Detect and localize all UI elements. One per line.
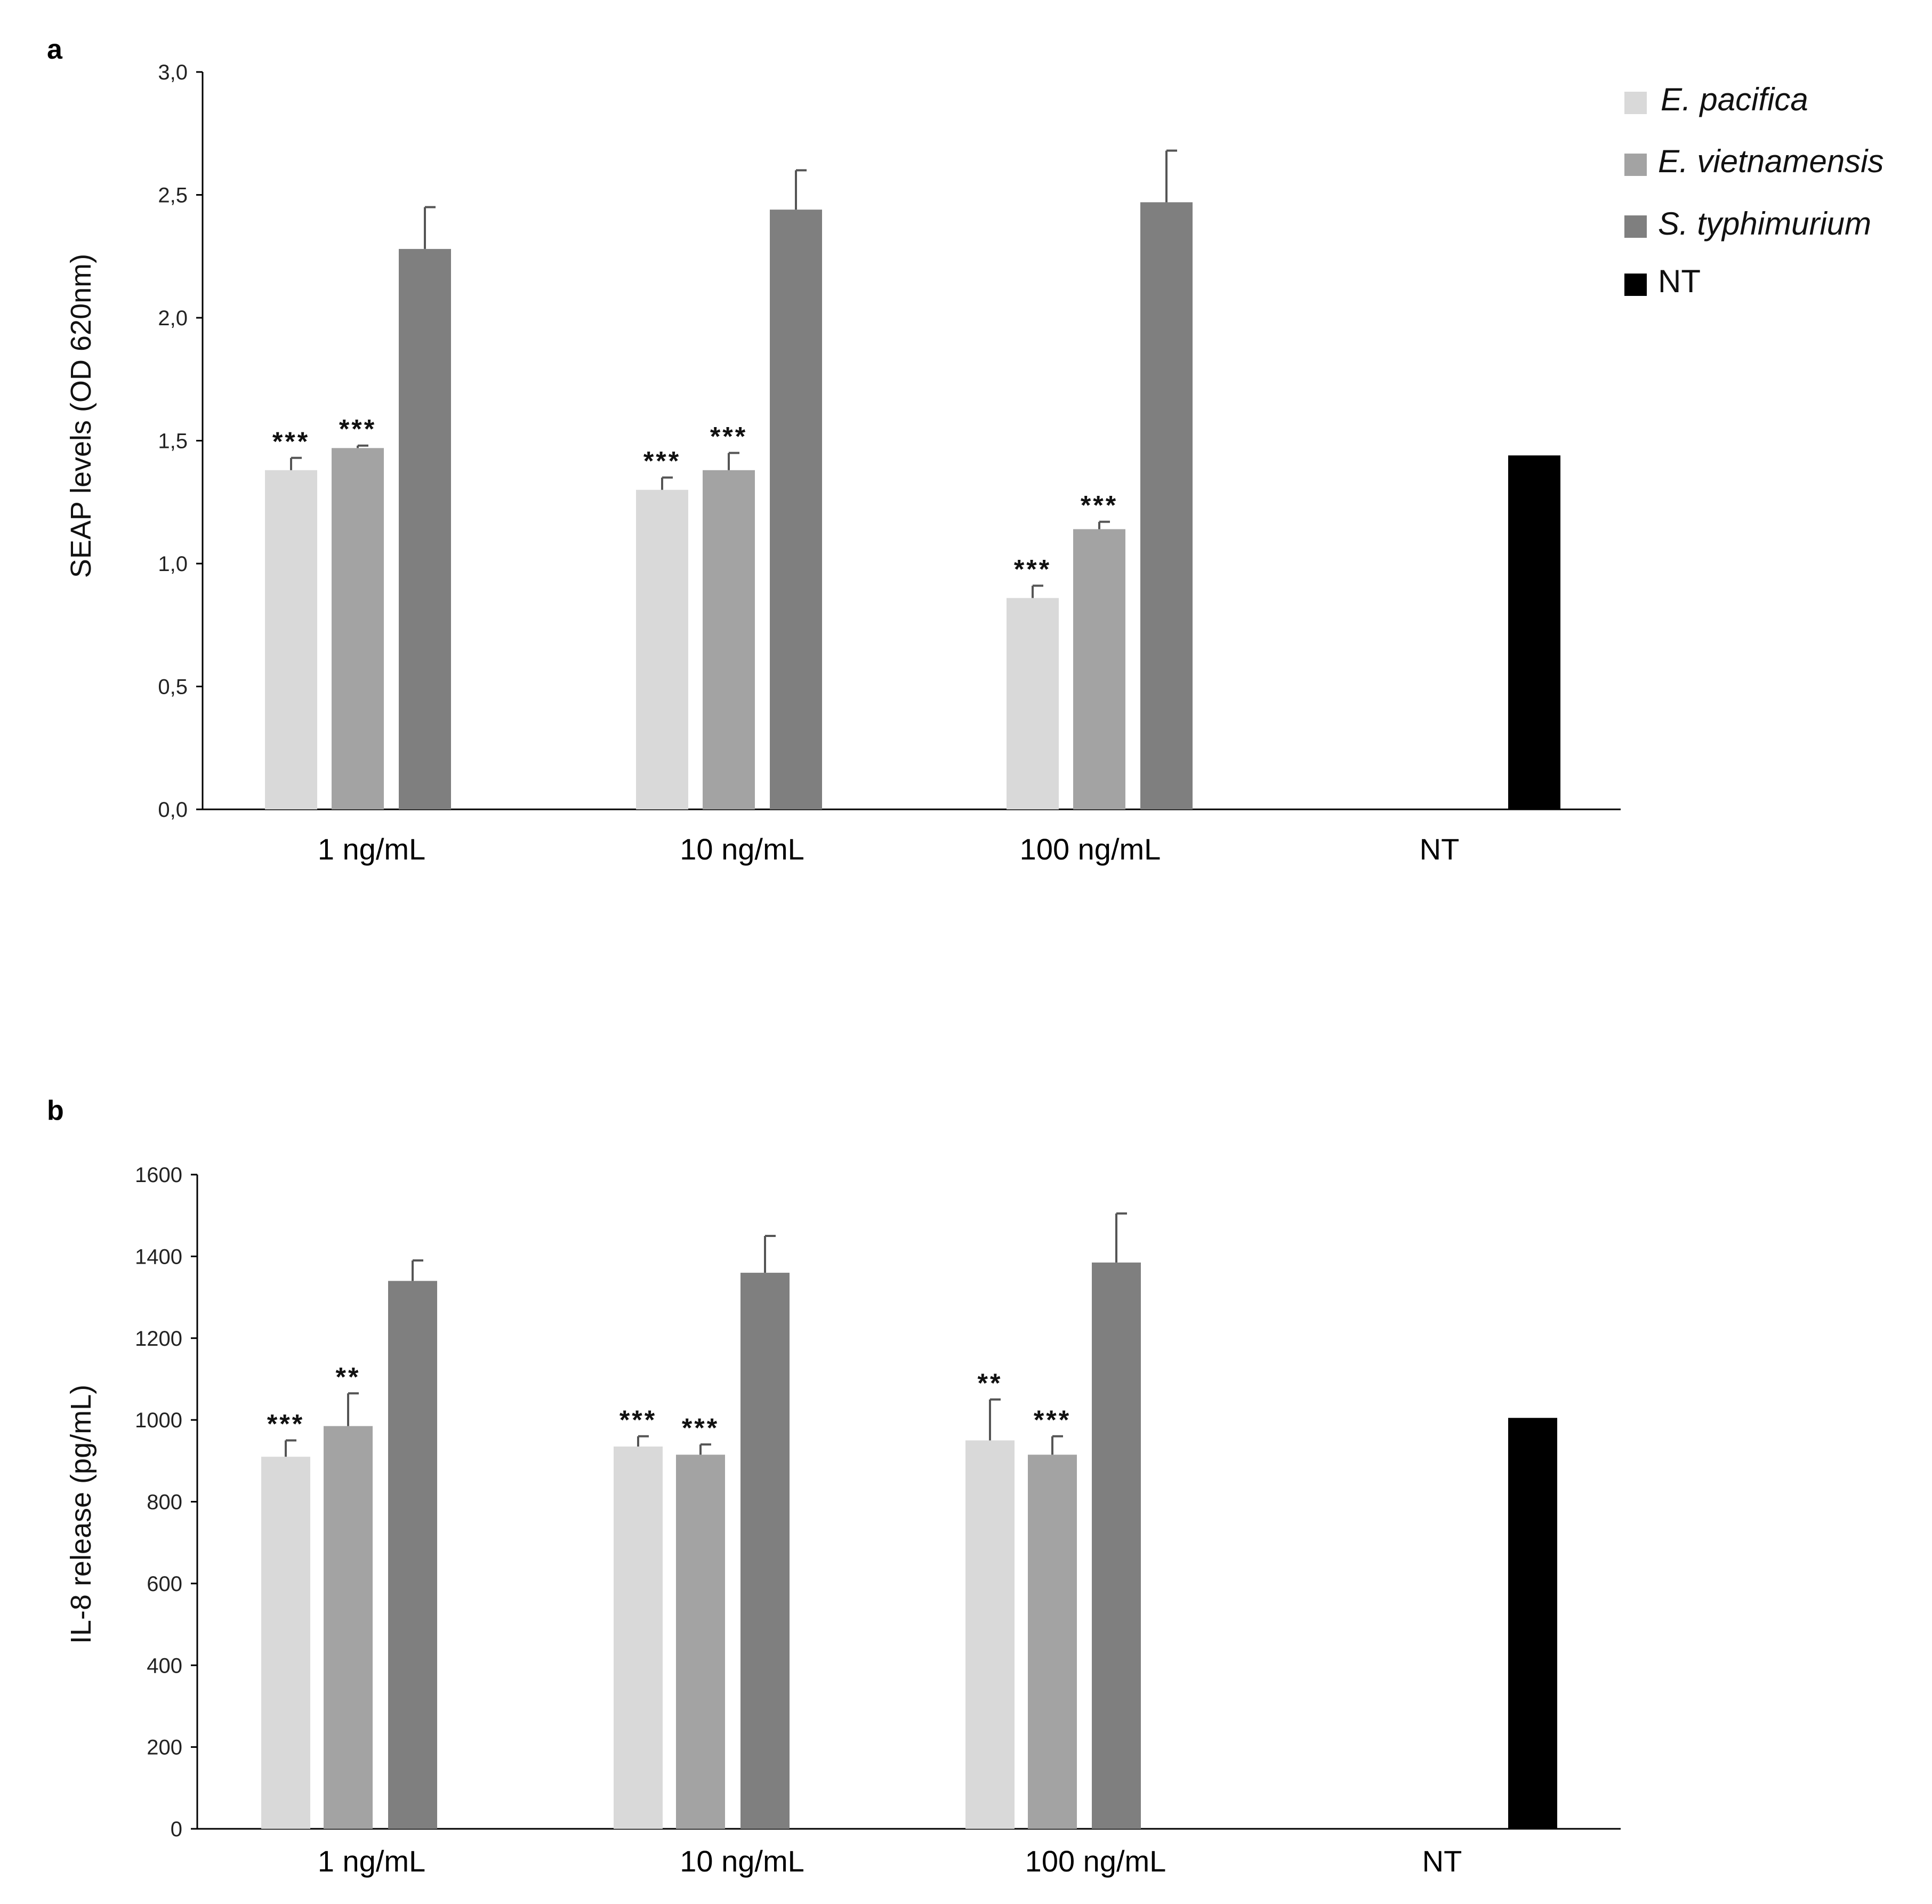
legend-swatch-s-typhimurium <box>1624 215 1647 238</box>
legend-label-e-vietnamensis: E. vietnamensis <box>1658 143 1884 179</box>
legend-label-nt: NT <box>1658 263 1701 299</box>
legend-swatch-e-pacifica <box>1624 92 1647 114</box>
bar-s-typhimurium-100-ng-ml <box>1092 1262 1141 1829</box>
bar-nt-nt <box>1508 455 1560 809</box>
y-tick-label: 1400 <box>135 1245 182 1268</box>
bar-nt-nt <box>1508 1418 1557 1829</box>
significance-e-pacifica-1-ng-ml: *** <box>267 1409 304 1439</box>
bar-e-vietnamensis-100-ng-ml <box>1028 1455 1077 1829</box>
significance-e-pacifica-100-ng-ml: *** <box>1014 554 1051 584</box>
bar-e-vietnamensis-1-ng-ml <box>332 448 384 809</box>
panel-label-b: b <box>47 1095 64 1126</box>
bar-e-pacifica-100-ng-ml <box>965 1440 1015 1829</box>
y-tick-label: 1,0 <box>158 552 188 576</box>
panel-label-a: a <box>47 34 63 65</box>
significance-e-vietnamensis-10-ng-ml: *** <box>710 422 747 452</box>
significance-e-vietnamensis-100-ng-ml: *** <box>1081 491 1118 520</box>
y-tick-label: 1,5 <box>158 430 188 453</box>
legend-swatch-nt <box>1624 274 1647 296</box>
bar-e-pacifica-1-ng-ml <box>261 1457 310 1829</box>
x-category-label-10-ng-ml: 10 ng/mL <box>680 832 804 866</box>
bar-s-typhimurium-100-ng-ml <box>1140 202 1193 810</box>
bar-s-typhimurium-1-ng-ml <box>399 248 451 809</box>
significance-e-pacifica-100-ng-ml: ** <box>978 1368 1003 1398</box>
significance-e-vietnamensis-10-ng-ml: *** <box>682 1413 719 1443</box>
bar-e-vietnamensis-10-ng-ml <box>676 1455 725 1829</box>
x-category-label-100-ng-ml: 100 ng/mL <box>1020 832 1161 866</box>
bar-e-pacifica-10-ng-ml <box>614 1446 663 1829</box>
y-tick-label: 600 <box>147 1572 182 1596</box>
x-category-label-1-ng-ml: 1 ng/mL <box>318 1844 425 1878</box>
y-tick-label: 2,5 <box>158 184 188 207</box>
y-tick-label: 3,0 <box>158 61 188 84</box>
y-tick-label: 1200 <box>135 1327 182 1351</box>
x-category-label-1-ng-ml: 1 ng/mL <box>318 832 425 866</box>
y-tick-label: 2,0 <box>158 307 188 330</box>
y-tick-label: 1000 <box>135 1409 182 1432</box>
significance-e-vietnamensis-1-ng-ml: ** <box>336 1362 361 1392</box>
y-tick-label: 200 <box>147 1736 182 1760</box>
chart-panel-b: 0 200 400 600 800 1000 1200 1400 1600 IL-8 releas… <box>65 1163 1621 1878</box>
x-category-label-100-ng-ml: 100 ng/mL <box>1025 1844 1166 1878</box>
x-category-label-nt: NT <box>1422 1844 1462 1878</box>
y-tick-label: 0,0 <box>158 798 188 822</box>
x-category-label-10-ng-ml: 10 ng/mL <box>680 1844 804 1878</box>
significance-e-pacifica-10-ng-ml: *** <box>643 446 681 476</box>
significance-e-vietnamensis-1-ng-ml: *** <box>339 414 376 444</box>
bar-e-vietnamensis-1-ng-ml <box>324 1426 373 1829</box>
bar-e-pacifica-100-ng-ml <box>1007 598 1059 809</box>
y-tick-label: 0 <box>171 1818 182 1841</box>
legend: E. pacifica E. vietnamensis S. typhimuri… <box>1624 82 1884 299</box>
bar-s-typhimurium-10-ng-ml <box>770 210 822 809</box>
bar-s-typhimurium-1-ng-ml <box>388 1281 437 1829</box>
chart-panel-a: 0,0 0,5 1,0 1,5 2,0 2,5 3,0 SEAP levels (OD 620… <box>65 61 1621 866</box>
bar-e-pacifica-1-ng-ml <box>265 470 317 809</box>
significance-e-vietnamensis-100-ng-ml: *** <box>1034 1405 1071 1435</box>
y-tick-label: 1600 <box>135 1163 182 1187</box>
y-tick-label: 0,5 <box>158 676 188 699</box>
legend-label-e-pacifica: E. pacifica <box>1661 82 1808 117</box>
significance-e-pacifica-10-ng-ml: *** <box>619 1405 657 1435</box>
y-tick-label: 800 <box>147 1491 182 1514</box>
bar-e-vietnamensis-10-ng-ml <box>703 470 755 809</box>
y-tick-label: 400 <box>147 1654 182 1677</box>
bar-e-vietnamensis-100-ng-ml <box>1073 529 1125 809</box>
y-axis-title: IL-8 release (pg/mL) <box>65 1385 97 1644</box>
x-category-label-nt: NT <box>1420 832 1460 866</box>
legend-label-s-typhimurium: S. typhimurium <box>1658 206 1871 242</box>
bar-e-pacifica-10-ng-ml <box>636 489 688 809</box>
y-axis-title: SEAP levels (OD 620nm) <box>65 254 97 578</box>
bar-s-typhimurium-10-ng-ml <box>740 1273 790 1829</box>
legend-swatch-e-vietnamensis <box>1624 154 1647 176</box>
significance-e-pacifica-1-ng-ml: *** <box>272 427 310 456</box>
